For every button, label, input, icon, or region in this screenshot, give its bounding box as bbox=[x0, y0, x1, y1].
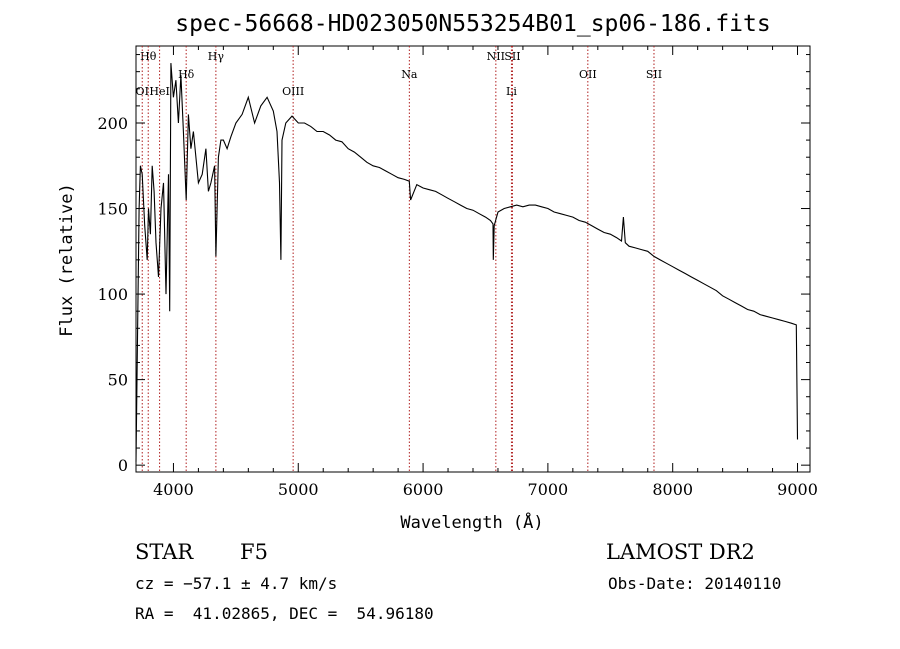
plot-frame bbox=[135, 45, 811, 473]
spectral-line-label: Na bbox=[401, 68, 418, 81]
y-tick-label: 100 bbox=[97, 285, 128, 304]
axis-ticks: 4000 5000 6000 7000 8000 9000 0 50 100 150 200 bbox=[97, 46, 818, 499]
y-tick-label: 50 bbox=[108, 371, 128, 390]
spectral-line-label: HeI bbox=[149, 85, 169, 98]
object-subclass: F5 bbox=[240, 540, 268, 564]
object-class: STAR bbox=[135, 540, 194, 564]
x-tick-label: 9000 bbox=[777, 480, 818, 499]
x-axis-label: Wavelength (Å) bbox=[400, 511, 543, 533]
spectral-line-label: OII bbox=[579, 68, 597, 81]
y-axis-label: Flux (relative) bbox=[57, 183, 77, 337]
x-tick-label: 6000 bbox=[403, 480, 444, 499]
survey-name: LAMOST DR2 bbox=[606, 540, 755, 564]
spectral-line-label: Hδ bbox=[178, 68, 195, 81]
observation-date: Obs-Date: 20140110 bbox=[608, 574, 782, 593]
x-tick-label: 5000 bbox=[278, 480, 319, 499]
spectral-line-label: Hγ bbox=[208, 50, 225, 63]
spectral-line-label: Hθ bbox=[140, 50, 157, 63]
chart-title: spec-56668-HD023050N553254B01_sp06-186.f… bbox=[175, 11, 770, 37]
spectral-line-label: Li bbox=[506, 85, 517, 98]
x-tick-label: 7000 bbox=[528, 480, 569, 499]
sky-coordinates: RA = 41.02865, DEC = 54.96180 bbox=[135, 604, 434, 623]
x-tick-label: 8000 bbox=[652, 480, 693, 499]
y-tick-label: 0 bbox=[118, 456, 128, 475]
y-tick-label: 150 bbox=[97, 200, 128, 219]
x-tick-label: 4000 bbox=[153, 480, 194, 499]
spectral-line-label: OI bbox=[136, 85, 149, 98]
spectral-line-label: OIII bbox=[282, 85, 304, 98]
spectral-line-label: SII bbox=[504, 50, 520, 63]
redshift-velocity: cz = −57.1 ± 4.7 km/s bbox=[135, 574, 338, 593]
spectral-line-label: SII bbox=[646, 68, 662, 81]
y-tick-label: 200 bbox=[97, 114, 128, 133]
spectral-line-label: NII bbox=[487, 50, 505, 63]
spectrum-series-line bbox=[135, 63, 799, 462]
